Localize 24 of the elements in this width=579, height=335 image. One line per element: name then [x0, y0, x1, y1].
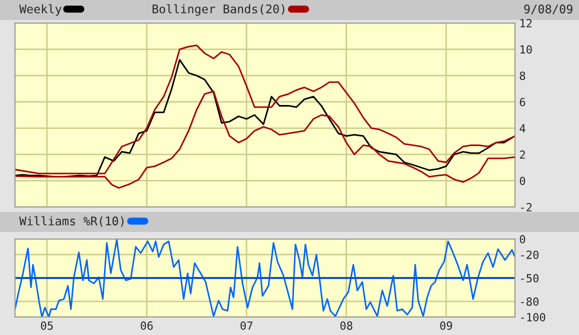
x-tick-label: 09: [440, 321, 452, 330]
y-tick-label: 12: [520, 19, 532, 28]
x-tick-label: 05: [40, 321, 53, 330]
y-tick-label: 4: [520, 124, 526, 132]
y-tick-label: -2: [521, 203, 532, 212]
legend-label: Williams %R(10): [19, 216, 124, 227]
y-tick-label: 0: [520, 176, 526, 186]
line-series: [15, 90, 515, 189]
y-tick-label: 10: [520, 45, 532, 54]
text: 9/08/09: [524, 4, 572, 14]
y-tick-label: -100: [521, 313, 546, 322]
y-tick-label: -20: [521, 250, 539, 260]
legend-label: Weekly: [19, 4, 62, 16]
y-tick-label: -50: [521, 274, 539, 282]
y-tick-label: 2: [520, 150, 525, 159]
x-tick-label: 07: [240, 321, 252, 330]
line-series: [15, 239, 515, 317]
legend-label: Bollinger Bands(20): [152, 4, 284, 16]
y-tick-label: -80: [521, 297, 539, 306]
y-tick-label: 6: [520, 98, 526, 106]
x-tick-label: 06: [140, 321, 153, 330]
y-tick-label: 0: [520, 235, 526, 244]
y-tick-label: 8: [520, 72, 526, 80]
x-tick-label: 08: [340, 321, 352, 330]
